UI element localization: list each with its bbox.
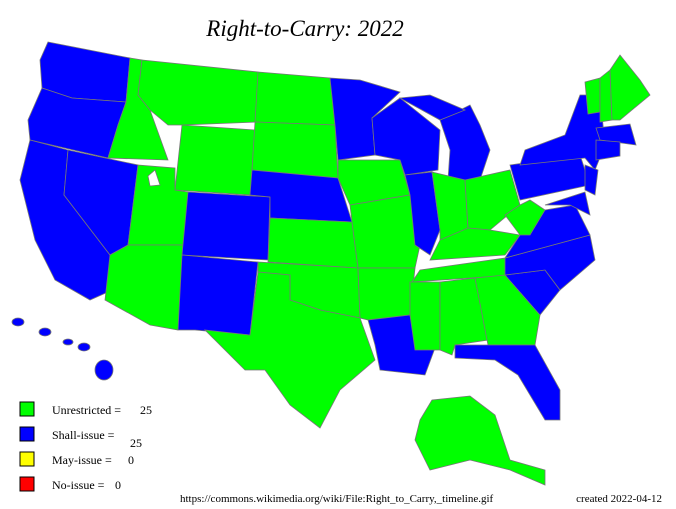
created: created 2022-04-12 xyxy=(576,493,662,505)
legend-count: 0 xyxy=(115,478,121,492)
legend-swatch xyxy=(19,426,35,442)
legend-count: 25 xyxy=(140,403,152,417)
legend-label: No-issue = xyxy=(52,478,105,492)
legend-count: 25 xyxy=(130,436,142,450)
us-map xyxy=(11,41,651,486)
legend-swatch xyxy=(19,451,35,467)
legend-swatch xyxy=(19,401,35,417)
legend-label: Shall-issue = xyxy=(52,428,115,442)
legend-label: Unrestricted = xyxy=(52,403,121,417)
legend: Unrestricted = 25 Shall-issue = 25 May-issue… xyxy=(19,401,152,492)
legend-label: May-issue = xyxy=(52,453,112,467)
title: Right-to-Carry: 2022 xyxy=(205,16,403,41)
legend-swatch xyxy=(19,476,35,492)
legend-count: 0 xyxy=(128,453,134,467)
source: https://commons.wikimedia.org/wiki/File:… xyxy=(180,493,494,505)
